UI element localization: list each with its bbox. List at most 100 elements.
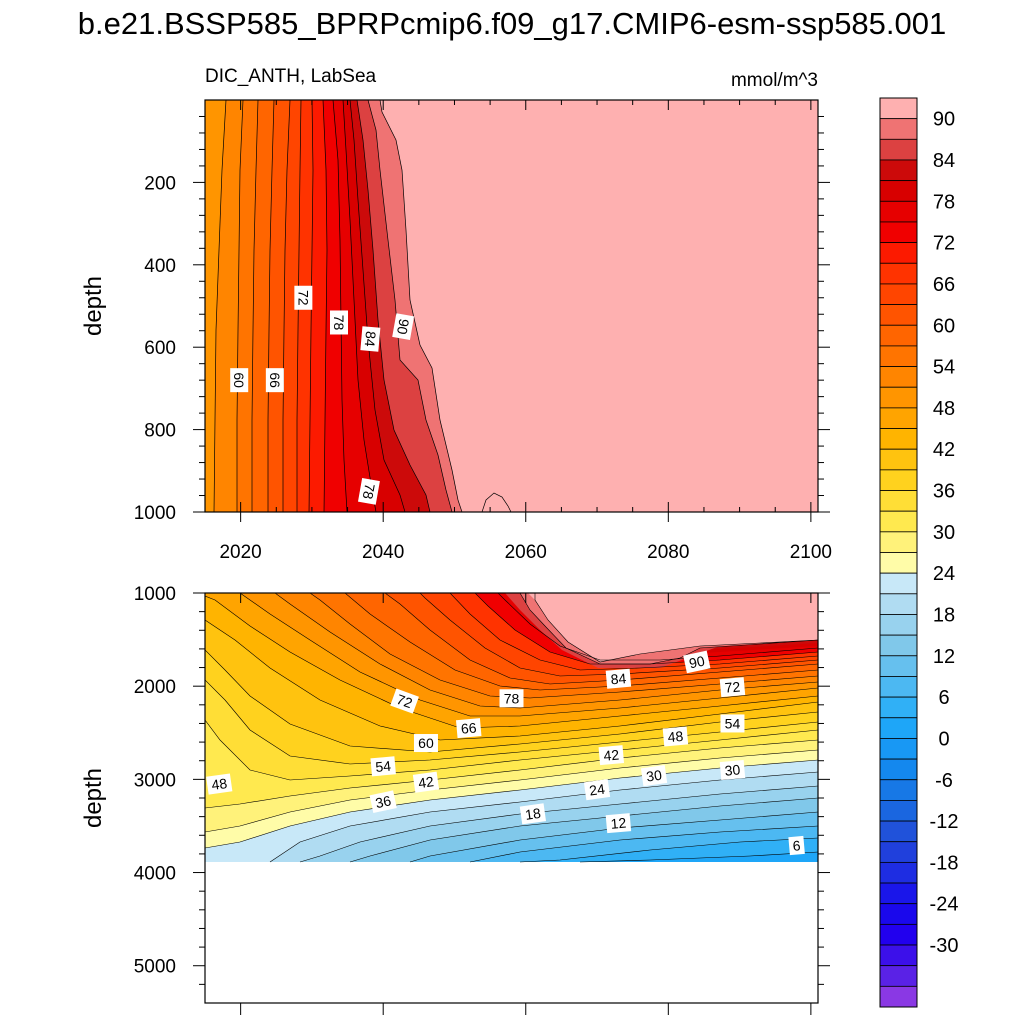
contour-label-box [230,368,249,393]
colorbar-box [879,758,918,781]
colorbar-label: -30 [930,935,959,957]
contour-label-text: 72 [395,691,415,711]
colorbar-box [879,531,918,553]
contour-label-box [413,734,438,753]
isoline [205,619,818,741]
isoline [349,797,818,863]
contour-label-text: 42 [417,773,435,791]
colorbar-box [879,655,918,677]
isoline [519,593,818,665]
isoline [344,593,818,691]
x-tick-label: 2020 [219,542,261,563]
contour-label-box [412,771,440,793]
contour-label-text: 78 [331,315,347,331]
isoline [269,771,818,863]
contour-label: 78 [357,478,380,505]
y-tick-label: 1000 [134,503,176,524]
colorbar-box [879,221,918,244]
contour-label-box [605,813,632,834]
contour-label: 78 [330,310,349,335]
colorbar-label: 0 [938,728,949,750]
colorbar-box [879,345,918,367]
contour-label-text: 54 [725,715,741,731]
isoline [497,593,818,661]
colorbar-box [879,779,918,801]
colorbar-box [879,428,918,450]
contour-label-box [719,677,746,698]
lower-band-95 [528,593,818,662]
colorbar-box [879,738,918,760]
contour-label-text: 72 [724,678,741,695]
colorbar-label: 78 [933,191,955,213]
x-tick-label: 2100 [790,542,832,563]
colorbar-box [879,159,918,182]
isoline [236,100,244,512]
contour-label-text: 60 [418,735,434,751]
y-tick-label: 1000 [134,584,176,605]
colorbar-box [879,614,918,636]
colorbar-labels: 908478726660544842363024181260-6-12-18-2… [930,109,959,957]
contour-label: 54 [720,714,745,733]
contour-label-box [598,745,625,766]
contour-label: 84 [605,668,632,689]
contour-label-text: 78 [360,482,378,500]
x-tick-label: 2060 [505,542,547,563]
colorbar-box [879,262,918,285]
contour-label: 30 [640,765,668,787]
contour-label-text: 30 [724,761,741,778]
contour-label: 6 [788,835,805,856]
contour-label-box [583,779,611,801]
contour-label: 24 [583,779,611,801]
contour-label: 60 [230,368,249,393]
colorbar-box [879,138,918,161]
colorbar-label: 30 [933,522,955,544]
y-tick-label: 5000 [134,957,176,978]
isoline [213,100,227,512]
contour-label-box [605,668,632,689]
colorbar-box [879,820,918,843]
contour-label: 66 [455,718,482,739]
contour-label: 30 [719,760,746,781]
isoline-bump [481,492,512,512]
colorbar-boxes [879,97,918,1008]
contour-label-text: 48 [667,728,684,745]
colorbar-label: -18 [930,852,959,874]
isoline [322,100,328,512]
contour-label-text: 30 [645,767,663,785]
isoline [205,759,818,849]
lower-contour-labels: 90 84 78 72 72 66 60 54 54 48 48 42 42 36 30 30 24 18 12 6 [206,650,805,856]
lower-ticks: 1000 2000 3000 4000 5000 [134,584,830,1015]
contour-label-text: 36 [374,792,393,811]
upper-left-label: DIC_ANTH, LabSea [205,66,377,87]
lower-isolines [205,593,818,863]
colorbar-box [879,469,918,491]
colorbar-box [879,800,918,822]
contour-label-text: 6 [792,837,801,854]
isoline [267,100,275,512]
colorbar-box [879,510,918,533]
colorbar-label: 72 [933,233,955,255]
isoline [282,100,291,512]
contour-label-text: 84 [610,670,627,687]
upper-frame [204,99,819,513]
contour-label: 18 [519,803,547,825]
contour-label-text: 66 [460,719,477,736]
contour-label-box [662,726,689,747]
x-tick-label: 2080 [647,542,689,563]
colorbar-box [879,97,918,120]
y-tick-label: 600 [144,338,176,359]
colorbar-box [879,882,918,905]
colorbar-box [879,903,918,925]
contour-label-text: 60 [231,372,247,388]
isoline [274,593,818,709]
contour-label-text: 42 [603,746,620,763]
colorbar-box [879,304,918,326]
colorbar-label: 84 [933,150,955,172]
x-tick-label: 2040 [362,542,404,563]
colorbar-box [879,572,918,595]
isoline [356,100,431,512]
colorbar-box [879,923,918,946]
colorbar-box [879,242,918,264]
